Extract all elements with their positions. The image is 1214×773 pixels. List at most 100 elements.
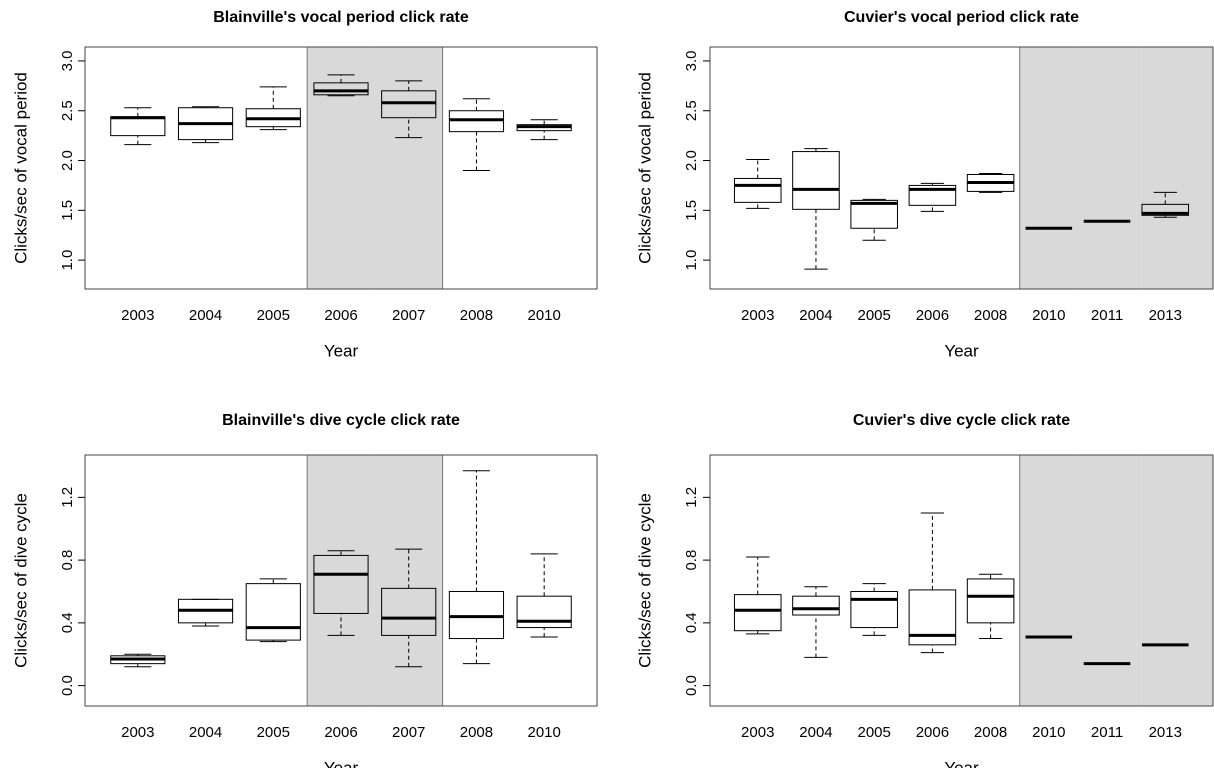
box (850, 590, 898, 629)
x-tick-label: 2003 (121, 307, 154, 324)
y-tick-label: 1.0 (683, 250, 700, 271)
y-tick-label: 0.4 (683, 612, 700, 633)
box (850, 199, 898, 229)
box-plot (245, 86, 301, 131)
box (381, 587, 437, 636)
plot-frame (84, 46, 598, 290)
x-tick-label: 2007 (392, 724, 425, 741)
x-tick-label: 2010 (527, 307, 560, 324)
shaded-region (1136, 47, 1213, 289)
box (908, 184, 957, 206)
x-axis-title: Year (324, 758, 359, 768)
x-tick-label: 2013 (1149, 724, 1182, 741)
y-tick-label: 3.0 (683, 51, 700, 72)
shaded-region (1077, 47, 1137, 289)
shaded-region (1077, 455, 1137, 706)
shaded-region (307, 455, 375, 706)
x-tick-label: 2003 (121, 724, 154, 741)
y-tick-label: 0.0 (59, 675, 76, 696)
x-tick-label: 2006 (916, 307, 949, 324)
box (448, 590, 505, 640)
x-tick-label: 2004 (189, 724, 222, 741)
box-plot (792, 586, 840, 658)
box (908, 589, 957, 646)
x-tick-label: 2006 (324, 724, 357, 741)
box-plot (245, 578, 301, 643)
x-tick-label: 2011 (1091, 307, 1123, 324)
box-plot (792, 148, 840, 270)
y-tick-label: 0.0 (683, 675, 700, 696)
x-tick-label: 2013 (1149, 307, 1182, 324)
box (1141, 203, 1190, 216)
x-tick-label: 2011 (1091, 724, 1123, 741)
x-tick-label: 2007 (392, 307, 425, 324)
box-plot (850, 198, 898, 241)
box-plot (908, 182, 957, 212)
plot-frame (84, 454, 598, 707)
box-plot (1141, 191, 1190, 218)
box-plot (313, 74, 369, 97)
x-tick-label: 2004 (189, 307, 222, 324)
y-tick-label: 1.2 (683, 487, 700, 508)
box (792, 595, 840, 616)
shaded-region (1019, 47, 1078, 289)
x-tick-label: 2010 (1032, 724, 1065, 741)
y-axis-title: Clicks/sec of dive cycle (11, 493, 30, 668)
box-plot (381, 80, 437, 139)
x-tick-label: 2008 (460, 307, 493, 324)
x-tick-label: 2003 (741, 724, 774, 741)
y-tick-label: 1.2 (59, 487, 76, 508)
x-tick-label: 2008 (974, 724, 1007, 741)
y-axis-title: Clicks/sec of dive cycle (635, 493, 654, 668)
x-tick-label: 2006 (916, 724, 949, 741)
x-tick-label: 2006 (324, 307, 357, 324)
box (516, 595, 572, 629)
chart-title: Blainville's vocal period click rate (213, 9, 469, 26)
box-plot (733, 556, 782, 635)
box-plot (313, 550, 369, 636)
box-plot (110, 107, 166, 146)
x-axis-title: Year (944, 341, 979, 360)
x-tick-label: 2003 (741, 307, 774, 324)
x-tick-label: 2005 (257, 724, 290, 741)
box (110, 116, 166, 137)
y-tick-label: 0.8 (59, 550, 76, 571)
x-tick-label: 2008 (460, 724, 493, 741)
box-plot (516, 553, 572, 638)
y-axis-title: Clicks/sec of vocal period (635, 72, 654, 264)
box (966, 578, 1015, 624)
y-tick-label: 1.0 (59, 250, 76, 271)
x-tick-label: 2010 (527, 724, 560, 741)
x-tick-label: 2008 (974, 307, 1007, 324)
y-tick-label: 2.0 (59, 150, 76, 171)
box (245, 583, 301, 641)
y-tick-label: 2.5 (59, 100, 76, 121)
box-plot (850, 583, 898, 636)
x-tick-label: 2005 (857, 724, 890, 741)
box-plot (448, 98, 505, 171)
y-tick-label: 2.5 (683, 100, 700, 121)
x-axis-title: Year (324, 341, 359, 360)
box-plot (110, 653, 166, 668)
box-plot (966, 172, 1015, 193)
box-plot (381, 548, 437, 668)
chart-title: Blainville's dive cycle click rate (222, 412, 460, 429)
box (313, 82, 369, 96)
y-tick-label: 3.0 (59, 51, 76, 72)
box-plot (908, 512, 957, 654)
y-tick-label: 0.8 (683, 550, 700, 571)
x-tick-label: 2004 (799, 307, 832, 324)
plot-frame (709, 454, 1214, 707)
plot-frame (709, 46, 1214, 290)
x-tick-label: 2004 (799, 724, 832, 741)
box-plot (733, 159, 782, 209)
chart-title: Cuvier's vocal period click rate (844, 9, 1079, 26)
x-tick-label: 2005 (857, 307, 890, 324)
shaded-region (1136, 455, 1213, 706)
box (733, 594, 782, 632)
box (733, 177, 782, 203)
box-plot (516, 119, 572, 141)
box-plot (177, 598, 234, 627)
y-tick-label: 1.5 (683, 200, 700, 221)
